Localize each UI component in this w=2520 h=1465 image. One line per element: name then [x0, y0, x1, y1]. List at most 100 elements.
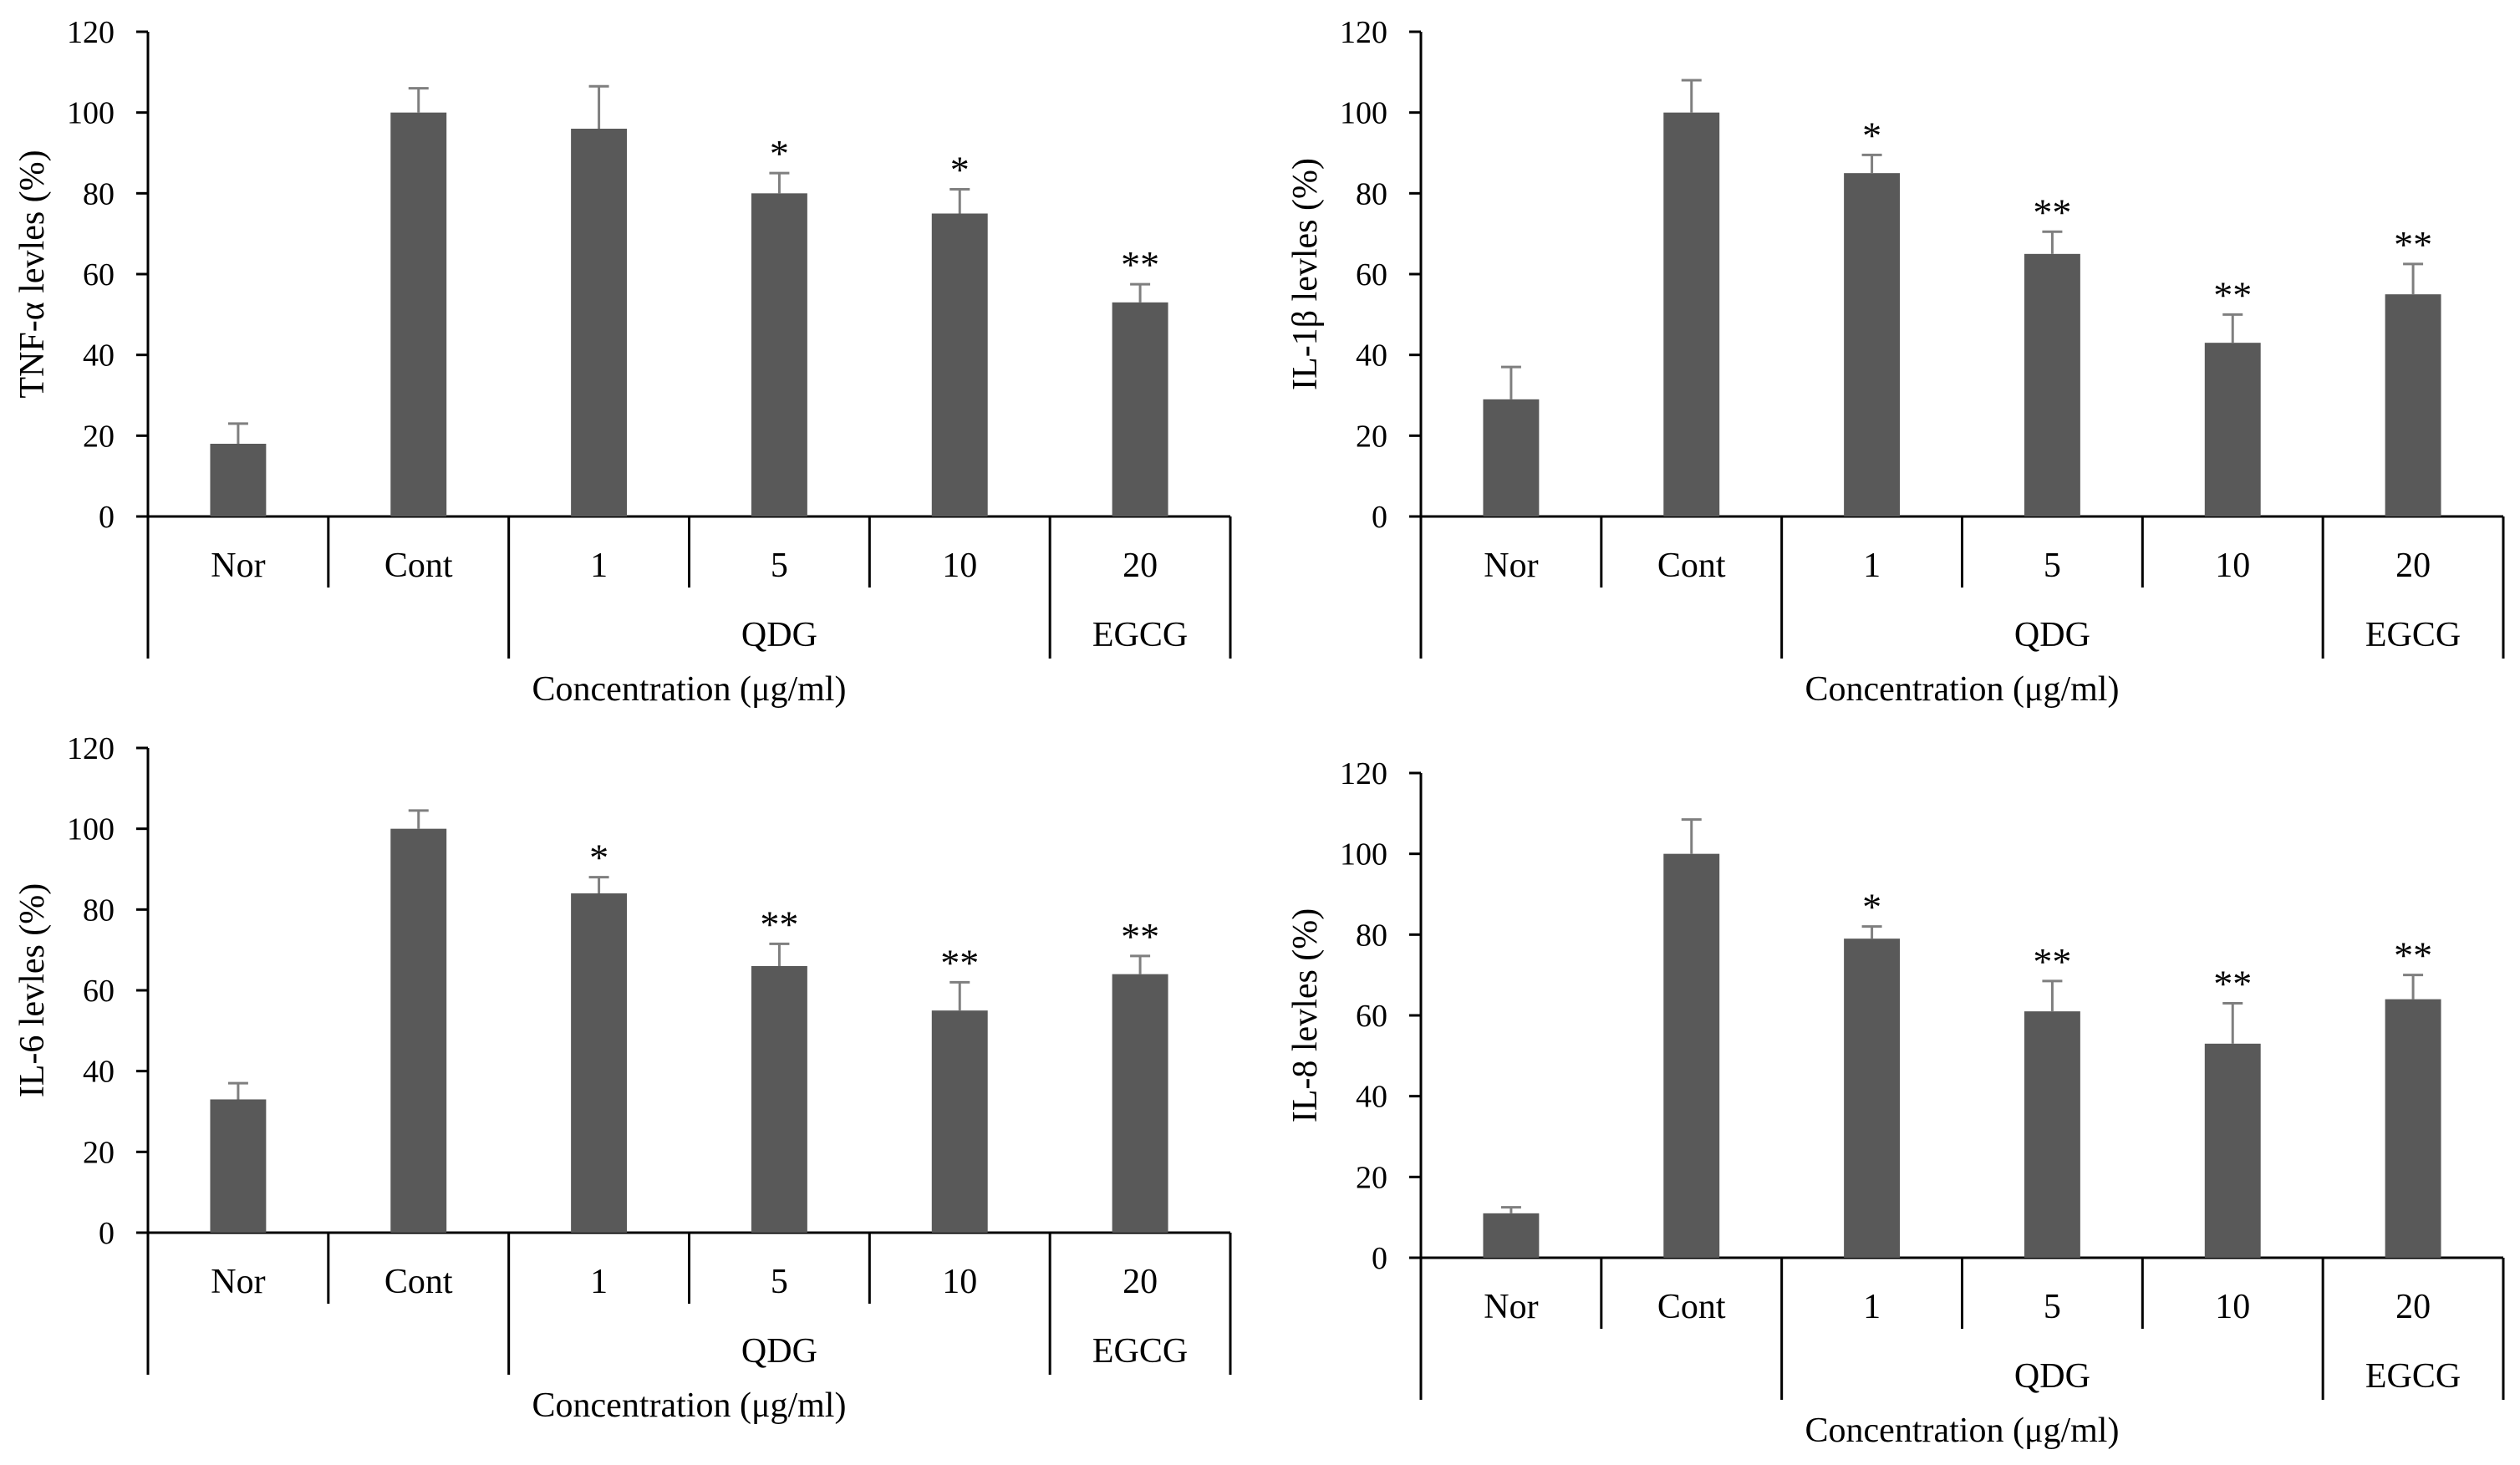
significance-marker: **	[2213, 963, 2252, 1005]
y-tick-label: 40	[83, 1055, 115, 1090]
y-tick-label: 120	[67, 731, 115, 766]
significance-marker: *	[1862, 886, 1881, 928]
x-category-label: 1	[590, 547, 608, 585]
x-group-label: QDG	[2014, 616, 2090, 654]
significance-marker: **	[760, 903, 798, 945]
bar-tnf-alpha-0	[210, 444, 267, 516]
y-tick-label: 40	[1356, 338, 1387, 374]
y-tick-label: 120	[67, 15, 115, 50]
x-category-label: 20	[2395, 1288, 2431, 1326]
x-group-label: QDG	[2014, 1357, 2090, 1396]
significance-marker: **	[2213, 273, 2252, 316]
y-axis-title: IL-8 levles (%)	[1286, 908, 1325, 1123]
y-tick-label: 120	[1340, 756, 1387, 791]
x-category-label: Nor	[211, 1263, 265, 1301]
y-tick-label: 100	[67, 812, 115, 847]
y-tick-label: 40	[83, 338, 115, 374]
x-category-label: Cont	[1657, 1288, 1726, 1326]
y-tick-label: 80	[83, 176, 115, 211]
y-tick-label: 60	[83, 257, 115, 292]
y-tick-label: 100	[67, 96, 115, 131]
significance-marker: **	[2394, 223, 2432, 266]
significance-marker: *	[1862, 114, 1881, 156]
bar-tnf-alpha-2	[571, 129, 628, 516]
x-group-label: EGCG	[2365, 1357, 2461, 1396]
x-category-label: 20	[2395, 547, 2431, 585]
significance-marker: **	[2033, 940, 2071, 983]
x-category-label: 1	[590, 1263, 608, 1301]
x-category-label: 10	[2215, 547, 2250, 585]
significance-marker: *	[950, 149, 970, 191]
x-group-label: QDG	[741, 1332, 817, 1371]
x-group-label: EGCG	[1092, 1332, 1188, 1371]
chart-il-6: 0 20 40 60 80 100 120 IL-6 levles (%) Nor Cont * 1 *…	[13, 731, 1232, 1425]
y-axis-title: IL-6 levles (%)	[13, 883, 52, 1098]
bar-il-1beta-3	[2024, 253, 2080, 516]
y-tick-label: 20	[1356, 419, 1387, 454]
y-tick-label: 20	[83, 419, 115, 454]
x-axis-title: Concentration (μg/ml)	[532, 670, 847, 709]
y-tick-label: 20	[1356, 1160, 1387, 1195]
bar-il-6-2	[571, 893, 628, 1233]
y-tick-label: 60	[1356, 257, 1387, 292]
bar-tnf-alpha-5	[1112, 302, 1168, 516]
bar-il-6-0	[210, 1099, 267, 1233]
x-category-label: 5	[2044, 547, 2061, 585]
x-category-label: 10	[942, 1263, 977, 1301]
x-category-label: 5	[771, 547, 788, 585]
y-tick-label: 80	[1356, 918, 1387, 953]
y-tick-label: 60	[83, 974, 115, 1009]
chart-il-8: 0 20 40 60 80 100 120 IL-8 levles (%) Nor Cont * 1 *…	[1286, 756, 2505, 1450]
y-tick-label: 40	[1356, 1080, 1387, 1115]
bar-il-8-2	[1844, 939, 1901, 1258]
x-axis-title: Concentration (μg/ml)	[1805, 670, 2120, 709]
x-category-label: 1	[1863, 1288, 1881, 1326]
bar-tnf-alpha-3	[751, 193, 807, 517]
bar-il-1beta-5	[2385, 294, 2441, 516]
significance-marker: *	[770, 132, 789, 175]
y-tick-label: 60	[1356, 999, 1387, 1034]
y-tick-label: 0	[1372, 500, 1387, 535]
bar-il-1beta-4	[2204, 343, 2261, 516]
x-category-label: 10	[942, 547, 977, 585]
x-axis-title: Concentration (μg/ml)	[532, 1386, 847, 1425]
y-tick-label: 0	[1372, 1241, 1387, 1276]
x-category-label: 5	[2044, 1288, 2061, 1326]
bar-il-6-5	[1112, 974, 1168, 1233]
significance-marker: *	[589, 837, 608, 879]
y-tick-label: 80	[1356, 176, 1387, 211]
x-group-label: EGCG	[2365, 616, 2461, 654]
x-category-label: 5	[771, 1263, 788, 1301]
x-category-label: Cont	[384, 1263, 453, 1301]
x-group-label: EGCG	[1092, 616, 1188, 654]
bar-il-8-4	[2204, 1043, 2261, 1258]
x-category-label: Nor	[1484, 1288, 1538, 1326]
x-category-label: Cont	[384, 547, 453, 585]
y-tick-label: 100	[1340, 96, 1387, 131]
x-category-label: 1	[1863, 547, 1881, 585]
x-category-label: 20	[1123, 1263, 1158, 1301]
x-category-label: Cont	[1657, 547, 1726, 585]
y-tick-label: 120	[1340, 15, 1387, 50]
bar-il-6-3	[751, 966, 807, 1233]
x-category-label: Nor	[211, 547, 265, 585]
bar-il-8-1	[1663, 853, 1720, 1258]
significance-marker: **	[1121, 915, 1159, 958]
bar-il-1beta-0	[1483, 399, 1540, 516]
chart-tnf-alpha: 0 20 40 60 80 100 120 TNF-α levles (%) Nor Cont 1 *…	[13, 15, 1232, 709]
bar-il-6-4	[931, 1010, 988, 1233]
significance-marker: **	[2033, 191, 2071, 233]
bar-il-8-0	[1483, 1213, 1540, 1258]
x-category-label: Nor	[1484, 547, 1538, 585]
x-group-label: QDG	[741, 616, 817, 654]
bar-tnf-alpha-4	[931, 213, 988, 516]
y-axis-title: IL-1β levles (%)	[1286, 158, 1325, 390]
bar-il-1beta-2	[1844, 173, 1901, 516]
y-axis-title: TNF-α levles (%)	[13, 150, 52, 398]
y-tick-label: 0	[99, 500, 115, 535]
y-tick-label: 0	[99, 1216, 115, 1251]
y-tick-label: 20	[83, 1135, 115, 1170]
y-tick-label: 100	[1340, 837, 1387, 872]
x-category-label: 10	[2215, 1288, 2250, 1326]
